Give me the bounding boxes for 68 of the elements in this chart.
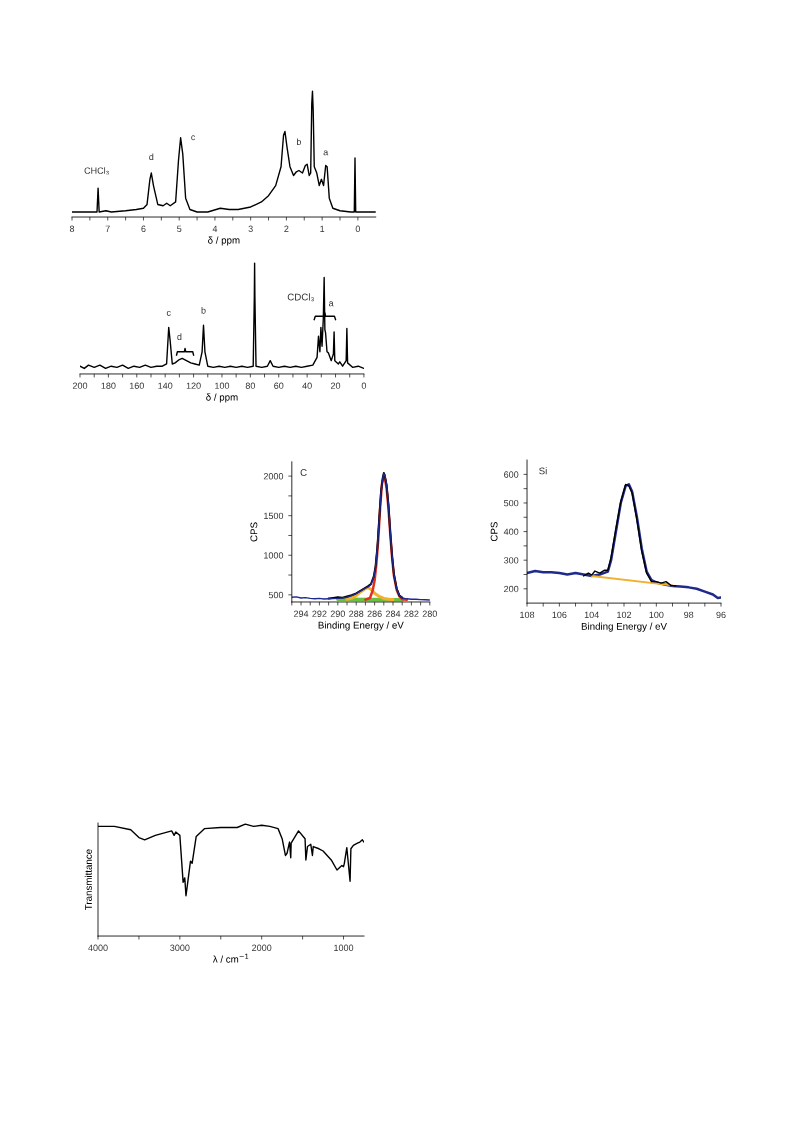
annotation: a [328, 301, 334, 307]
x-tick-label: 102 [617, 611, 632, 619]
x-tick-label: 180 [101, 382, 116, 389]
y-tick-label: 400 [503, 528, 519, 535]
annotation: CDCl₃ [287, 293, 314, 302]
x-tick-label: 0 [355, 225, 361, 232]
annotation: d [149, 153, 154, 161]
x-axis-title: λ / cm$^{−1}$ [212, 953, 249, 963]
annotation: b [201, 307, 206, 314]
x-tick-label: 2000 [252, 944, 272, 951]
x-tick-label: 286 [367, 610, 382, 617]
x-tick-label: 60 [274, 382, 284, 389]
x-tick-label: 292 [312, 610, 327, 617]
x-tick-label: 108 [520, 611, 535, 619]
y-tick-label: 1500 [264, 512, 284, 520]
x-tick-label: 2 [284, 225, 289, 232]
x-axis-title: Binding Energy / eV [581, 622, 667, 632]
y-axis-title: CPS [490, 522, 498, 542]
annotation: CHCl₃ [84, 167, 109, 175]
x-tick-label: 280 [422, 610, 437, 617]
x-tick-label: 98 [684, 611, 694, 619]
x-tick-label: 40 [302, 382, 312, 389]
x-tick-label: 100 [649, 611, 664, 619]
x-tick-label: 7 [105, 225, 110, 232]
x-tick-label: 3 [248, 225, 253, 232]
x-tick-label: 5 [177, 225, 182, 232]
y-tick-label: 600 [504, 471, 519, 478]
x-tick-label: 3000 [170, 944, 190, 951]
x-tick-label: 20 [330, 382, 341, 389]
x-tick-label: 4 [212, 225, 218, 232]
annotation: c [166, 310, 171, 316]
x-axis-title: Binding Energy / eV [318, 621, 404, 631]
x-tick-label: 120 [186, 382, 201, 389]
x-tick-label: 4000 [88, 944, 108, 951]
x-tick-label: 100 [215, 382, 230, 389]
annotation: C [300, 469, 307, 476]
y-tick-label: 200 [504, 585, 519, 593]
x-tick-label: 6 [141, 225, 146, 232]
annotation: a [323, 150, 329, 156]
x-tick-label: 80 [245, 382, 256, 389]
x-tick-label: 104 [584, 611, 599, 619]
x-axis-title: δ / ppm [208, 236, 240, 246]
x-tick-label: 160 [129, 382, 144, 389]
y-tick-label: 2000 [263, 473, 284, 480]
x-tick-label: 1 [320, 225, 325, 232]
annotation: Si [539, 467, 547, 475]
y-tick-label: 500 [268, 591, 284, 599]
x-tick-label: 200 [72, 382, 88, 389]
x-tick-label: 96 [716, 611, 726, 619]
y-axis-title: Transmittance [84, 849, 92, 910]
x-tick-label: 106 [552, 611, 567, 619]
x-tick-label: 294 [293, 610, 309, 617]
annotation: c [191, 135, 196, 141]
y-tick-label: 1000 [264, 552, 284, 559]
annotation: d [177, 333, 182, 340]
x-tick-label: 288 [349, 610, 364, 617]
x-tick-label: 290 [330, 610, 345, 617]
x-tick-label: 284 [385, 610, 401, 617]
x-tick-label: 0 [361, 382, 367, 389]
annotation: b [296, 138, 302, 146]
y-tick-label: 300 [503, 557, 519, 564]
y-tick-label: 500 [503, 499, 519, 507]
x-tick-label: 140 [158, 382, 173, 389]
x-axis-title: δ / ppm [206, 393, 238, 403]
x-tick-label: 282 [404, 610, 419, 617]
x-tick-label: 1000 [334, 944, 354, 951]
x-tick-label: 8 [69, 225, 75, 232]
y-axis-title: CPS [250, 522, 258, 542]
